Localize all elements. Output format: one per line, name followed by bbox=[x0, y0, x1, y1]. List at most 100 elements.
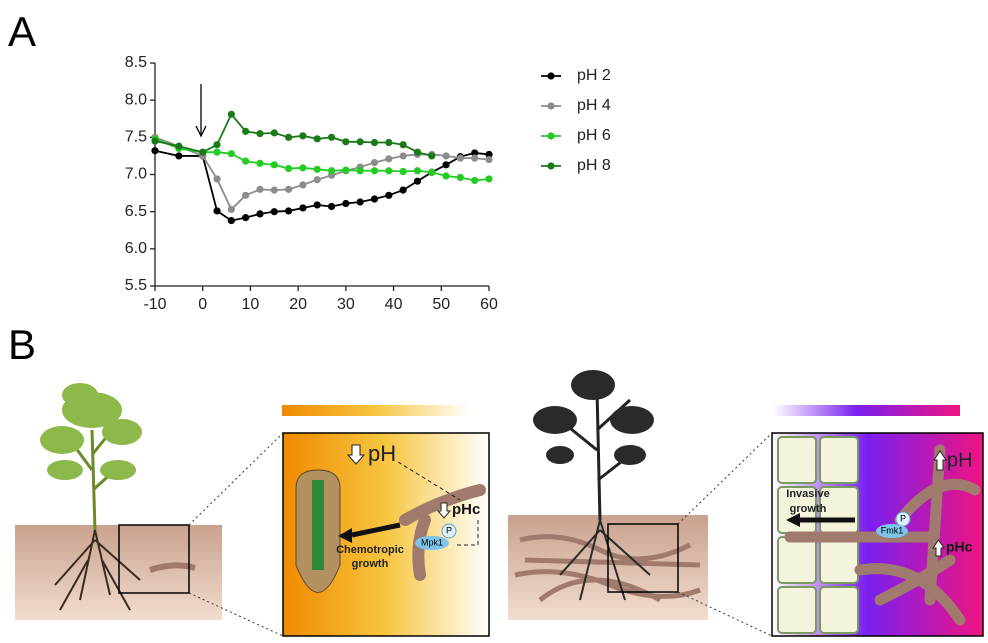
data-point bbox=[371, 167, 378, 174]
leaves bbox=[533, 370, 654, 465]
y-tick-label: 8.5 bbox=[125, 54, 147, 71]
data-point bbox=[357, 198, 364, 205]
data-point bbox=[400, 152, 407, 159]
data-point bbox=[414, 178, 421, 185]
panel-label: A bbox=[8, 8, 36, 55]
data-point bbox=[285, 186, 292, 193]
data-point bbox=[385, 167, 392, 174]
growth-label: Chemotropic bbox=[336, 544, 404, 556]
data-point bbox=[151, 137, 158, 144]
data-point bbox=[371, 139, 378, 146]
data-point bbox=[299, 132, 306, 139]
data-point bbox=[228, 217, 235, 224]
data-point bbox=[442, 152, 449, 159]
y-tick-label: 7.0 bbox=[125, 166, 147, 183]
data-point bbox=[213, 207, 220, 214]
growth-label: growth bbox=[790, 503, 827, 515]
data-point bbox=[485, 156, 492, 163]
x-tick-label: 0 bbox=[198, 296, 207, 313]
y-tick-label: 5.5 bbox=[125, 277, 147, 294]
data-point bbox=[299, 181, 306, 188]
data-point bbox=[228, 111, 235, 118]
data-point bbox=[342, 138, 349, 145]
gradient-bar bbox=[773, 405, 960, 416]
series-line bbox=[155, 114, 432, 156]
data-point bbox=[299, 164, 306, 171]
phospho-label: P bbox=[900, 513, 906, 523]
ph-label: pH bbox=[368, 441, 396, 466]
x-tick-label: 30 bbox=[337, 296, 355, 313]
y-tick-label: 6.5 bbox=[125, 203, 147, 220]
data-point bbox=[271, 187, 278, 194]
x-tick-label: -10 bbox=[143, 296, 166, 313]
data-point bbox=[285, 165, 292, 172]
legend-label: pH 2 bbox=[577, 67, 611, 84]
data-point bbox=[371, 195, 378, 202]
data-point bbox=[199, 149, 206, 156]
data-point bbox=[213, 149, 220, 156]
data-point bbox=[400, 187, 407, 194]
data-point bbox=[285, 207, 292, 214]
x-tick-label: 40 bbox=[385, 296, 403, 313]
legend-marker bbox=[547, 162, 554, 169]
data-point bbox=[328, 167, 335, 174]
data-point bbox=[256, 210, 263, 217]
legend-marker bbox=[547, 102, 554, 109]
growth-label: Invasive bbox=[786, 488, 829, 500]
gradient-bar bbox=[282, 405, 470, 416]
kinase-label: Fmk1 bbox=[881, 525, 904, 535]
data-point bbox=[371, 159, 378, 166]
data-point bbox=[314, 201, 321, 208]
data-point bbox=[242, 158, 249, 165]
data-point bbox=[328, 134, 335, 141]
data-point bbox=[271, 161, 278, 168]
data-point bbox=[357, 167, 364, 174]
data-point bbox=[471, 155, 478, 162]
y-tick-label: 6.0 bbox=[125, 240, 147, 257]
data-point bbox=[328, 203, 335, 210]
data-point bbox=[314, 166, 321, 173]
vascular bbox=[312, 480, 324, 570]
data-point bbox=[385, 139, 392, 146]
data-point bbox=[442, 161, 449, 168]
data-point bbox=[414, 149, 421, 156]
data-point bbox=[299, 204, 306, 211]
x-tick-label: 50 bbox=[432, 296, 450, 313]
data-point bbox=[175, 143, 182, 150]
ph-label: pH bbox=[947, 449, 973, 471]
data-point bbox=[385, 192, 392, 199]
illustration-right: Invasive growth pH pHc P Fmk1 bbox=[508, 370, 983, 636]
data-point bbox=[242, 128, 249, 135]
kinase-label: Mpk1 bbox=[421, 537, 443, 547]
x-tick-label: 60 bbox=[480, 296, 498, 313]
legend-label: pH 6 bbox=[577, 127, 611, 144]
legend-marker bbox=[547, 132, 554, 139]
data-point bbox=[271, 129, 278, 136]
figure: A B 5.56.06.57.07.58.08.5-10010203040506… bbox=[0, 0, 988, 643]
data-point bbox=[256, 130, 263, 137]
data-point bbox=[314, 176, 321, 183]
data-point bbox=[242, 192, 249, 199]
data-point bbox=[428, 152, 435, 159]
data-point bbox=[213, 175, 220, 182]
data-point bbox=[314, 135, 321, 142]
phc-label: pHc bbox=[946, 539, 973, 555]
phc-label: pHc bbox=[452, 501, 480, 518]
x-tick-label: 10 bbox=[242, 296, 260, 313]
phospho-label: P bbox=[446, 525, 452, 535]
y-tick-label: 7.5 bbox=[125, 129, 147, 146]
data-point bbox=[213, 141, 220, 148]
data-point bbox=[342, 166, 349, 173]
data-point bbox=[457, 174, 464, 181]
data-point bbox=[228, 206, 235, 213]
y-tick-label: 8.0 bbox=[125, 91, 147, 108]
panel-label: B bbox=[8, 321, 36, 368]
illustration-left: pH pHc P Mpk1 Chemotropic growth bbox=[15, 383, 489, 636]
data-point bbox=[457, 155, 464, 162]
data-point bbox=[228, 150, 235, 157]
data-point bbox=[271, 208, 278, 215]
data-point bbox=[256, 160, 263, 167]
page: {"panels": {"a": "A", "b": "B"}, "chart_… bbox=[0, 0, 988, 643]
data-point bbox=[442, 172, 449, 179]
data-point bbox=[485, 175, 492, 182]
